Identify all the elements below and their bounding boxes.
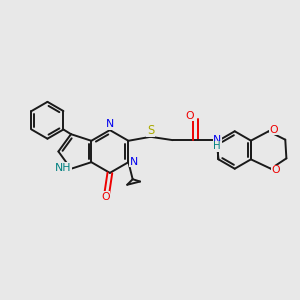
Text: N: N	[213, 135, 221, 145]
Text: NH: NH	[55, 163, 72, 173]
Text: H: H	[213, 141, 221, 151]
Text: O: O	[185, 111, 194, 121]
Text: O: O	[270, 125, 278, 135]
Text: O: O	[272, 165, 280, 175]
Text: N: N	[106, 119, 114, 129]
Text: O: O	[101, 192, 110, 202]
Text: N: N	[130, 157, 138, 166]
Text: S: S	[147, 124, 154, 137]
